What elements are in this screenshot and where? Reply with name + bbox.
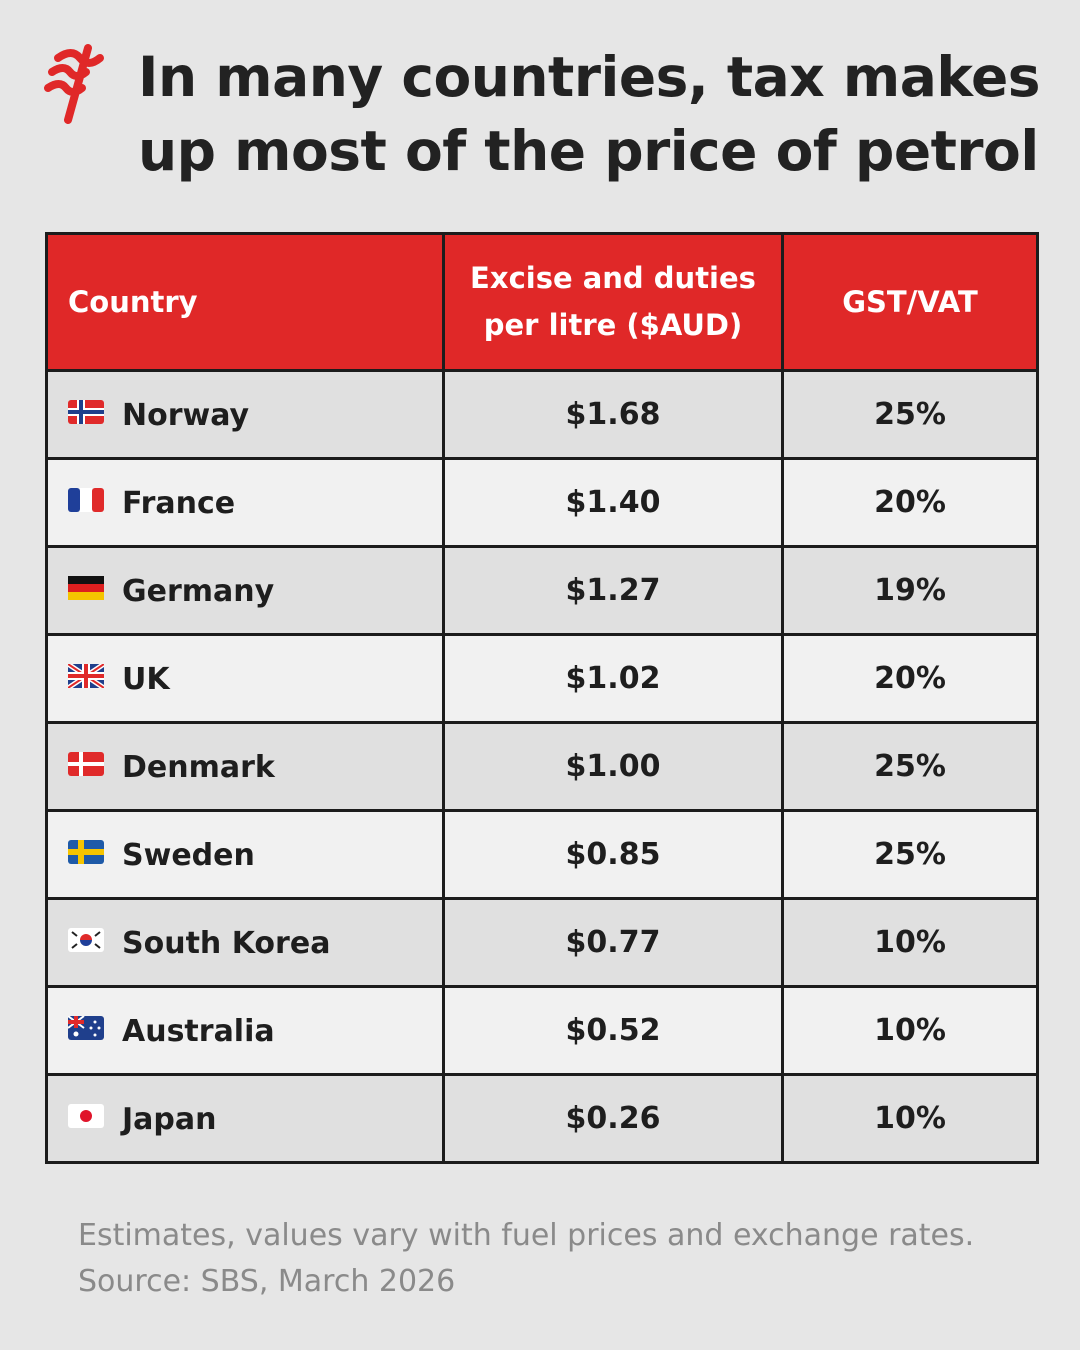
flag xyxy=(68,752,104,776)
excise-cell: $0.85 xyxy=(442,809,784,900)
country-cell: Japan xyxy=(45,1073,445,1164)
gst-cell: 25% xyxy=(781,809,1039,900)
flag-part xyxy=(80,940,92,946)
flag-part xyxy=(68,1020,84,1024)
flag-part xyxy=(68,410,104,414)
country-name: Germany xyxy=(122,573,275,609)
table-row: Sweden $0.85 25% xyxy=(45,809,1039,900)
header-cell: Country xyxy=(45,232,445,372)
flag-part xyxy=(68,576,104,584)
flag xyxy=(68,400,104,424)
flag-part xyxy=(68,488,80,512)
country-name: Japan xyxy=(122,1101,217,1137)
flag-part xyxy=(68,849,104,855)
excise-cell: $0.77 xyxy=(442,897,784,988)
logo-mark xyxy=(44,44,104,124)
gst-cell: 25% xyxy=(781,369,1039,460)
flag-part xyxy=(89,1026,93,1030)
gst-cell: 10% xyxy=(781,1073,1039,1164)
gst-cell: 19% xyxy=(781,545,1039,636)
country-name: Denmark xyxy=(122,749,275,785)
flag xyxy=(68,488,104,512)
country-cell: Norway xyxy=(45,369,445,460)
header-cell: GST/VAT xyxy=(781,232,1039,372)
flag-part xyxy=(68,584,104,592)
country-cell: South Korea xyxy=(45,897,445,988)
country-name: UK xyxy=(122,661,170,697)
flag-part xyxy=(93,1020,97,1024)
flag-part xyxy=(80,1110,92,1122)
country-cell: UK xyxy=(45,633,445,724)
country-cell: Germany xyxy=(45,545,445,636)
title-line: up most of the price of petrol xyxy=(138,119,1039,183)
country-name: South Korea xyxy=(122,925,331,961)
logo xyxy=(44,44,104,124)
country-name: Sweden xyxy=(122,837,255,873)
excise-cell: $1.68 xyxy=(442,369,784,460)
note: Estimates, values vary with fuel prices … xyxy=(78,1218,975,1253)
table-row: Australia $0.52 10% xyxy=(45,985,1039,1076)
flag-part xyxy=(80,488,92,512)
table-row: Germany $1.27 19% xyxy=(45,545,1039,636)
table-row: Denmark $1.00 25% xyxy=(45,721,1039,812)
flag-part xyxy=(68,762,104,766)
excise-cell: $1.40 xyxy=(442,457,784,548)
table-header: Country Excise and duties per litre ($AUD… xyxy=(45,232,1039,372)
title-line: In many countries, tax makes xyxy=(138,45,1041,109)
header-row: Country Excise and duties per litre ($AUD… xyxy=(45,232,1039,372)
table-body: Norway $1.68 25% France $1.40 20% Germany $1.27… xyxy=(45,369,1039,1164)
country-name: Australia xyxy=(122,1013,275,1049)
excise-cell: $0.26 xyxy=(442,1073,784,1164)
flag xyxy=(67,1015,104,1040)
table-row: South Korea $0.77 10% xyxy=(45,897,1039,988)
flag-part xyxy=(93,1033,97,1037)
flag-part xyxy=(92,488,104,512)
flag-part xyxy=(68,592,104,600)
gst-cell: 10% xyxy=(781,985,1039,1076)
tax-table: Country Excise and duties per litre ($AUD… xyxy=(45,232,1039,1164)
excise-cell: $1.00 xyxy=(442,721,784,812)
source: Source: SBS, March 2026 xyxy=(78,1264,456,1299)
country-name: Norway xyxy=(122,397,250,433)
country-cell: Denmark xyxy=(45,721,445,812)
title: In many countries, tax makes up most of … xyxy=(138,40,1058,188)
flag xyxy=(68,1104,104,1128)
flag xyxy=(68,840,104,864)
table-row: France $1.40 20% xyxy=(45,457,1039,548)
flag-part xyxy=(97,1026,101,1030)
table-row: UK $1.02 20% xyxy=(45,633,1039,724)
gst-cell: 20% xyxy=(781,633,1039,724)
gst-cell: 20% xyxy=(781,457,1039,548)
excise-cell: $0.52 xyxy=(442,985,784,1076)
table-row: Japan $0.26 10% xyxy=(45,1073,1039,1164)
country-cell: France xyxy=(45,457,445,548)
flag-part xyxy=(80,934,92,940)
gst-cell: 25% xyxy=(781,721,1039,812)
flag-part xyxy=(73,1031,79,1037)
flag xyxy=(68,576,104,600)
flag-part xyxy=(68,674,104,678)
flag xyxy=(66,661,106,691)
flag-part xyxy=(71,931,101,949)
table-row: Norway $1.68 25% xyxy=(45,369,1039,460)
excise-cell: $1.27 xyxy=(442,545,784,636)
country-cell: Australia xyxy=(45,985,445,1076)
flag xyxy=(68,928,104,952)
header-cell: Excise and duties per litre ($AUD) xyxy=(442,232,784,372)
gst-cell: 10% xyxy=(781,897,1039,988)
excise-cell: $1.02 xyxy=(442,633,784,724)
country-name: France xyxy=(122,485,236,521)
country-cell: Sweden xyxy=(45,809,445,900)
